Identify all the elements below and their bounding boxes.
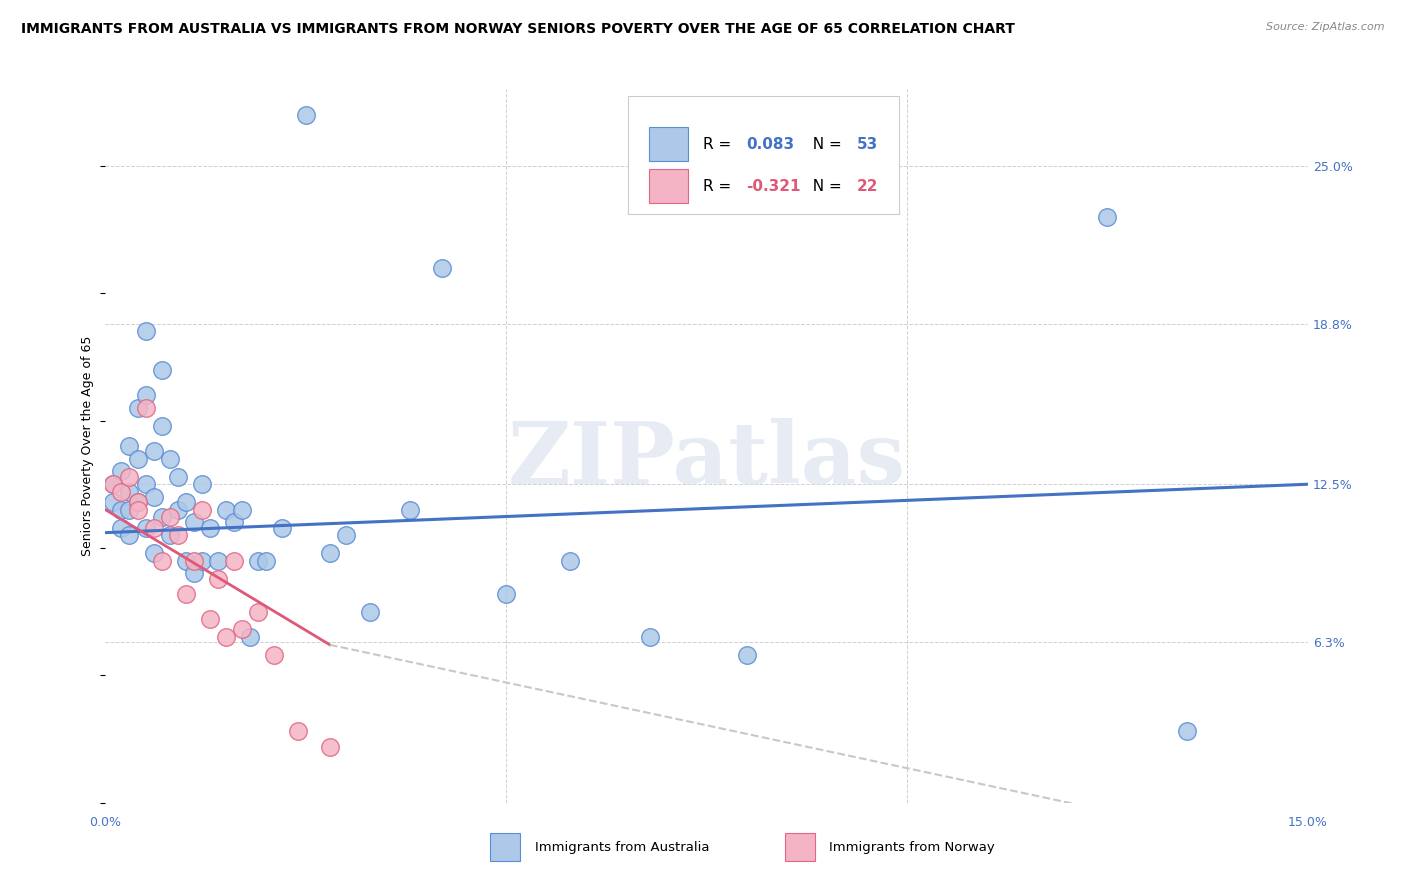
Point	[335, 528, 357, 542]
Point	[319, 739, 342, 754]
Text: Immigrants from Norway: Immigrants from Norway	[830, 840, 995, 854]
Point	[222, 554, 245, 568]
Point	[359, 605, 381, 619]
Point	[110, 502, 132, 516]
Point	[735, 648, 758, 662]
Point	[399, 502, 422, 516]
Point	[222, 516, 245, 530]
Point	[150, 510, 173, 524]
Text: N =: N =	[803, 178, 846, 194]
Point	[190, 502, 212, 516]
Point	[183, 516, 205, 530]
Point	[190, 554, 212, 568]
Point	[239, 630, 262, 644]
Point	[246, 605, 269, 619]
Point	[231, 623, 253, 637]
Point	[166, 469, 188, 483]
Point	[118, 528, 141, 542]
Point	[127, 401, 149, 415]
Point	[198, 612, 221, 626]
Point	[135, 324, 157, 338]
Text: R =: R =	[703, 178, 735, 194]
FancyBboxPatch shape	[785, 833, 814, 861]
Point	[127, 502, 149, 516]
Point	[246, 554, 269, 568]
Point	[166, 502, 188, 516]
Text: 0.083: 0.083	[747, 136, 794, 152]
Point	[135, 401, 157, 415]
Point	[1177, 724, 1199, 739]
Point	[190, 477, 212, 491]
FancyBboxPatch shape	[491, 833, 520, 861]
Text: R =: R =	[703, 136, 735, 152]
Point	[135, 520, 157, 534]
Point	[103, 477, 125, 491]
Point	[263, 648, 285, 662]
Point	[110, 520, 132, 534]
Point	[118, 484, 141, 499]
Point	[214, 630, 236, 644]
Point	[319, 546, 342, 560]
Point	[174, 587, 197, 601]
Point	[430, 260, 453, 275]
Point	[110, 465, 132, 479]
FancyBboxPatch shape	[648, 127, 689, 161]
Point	[118, 502, 141, 516]
Point	[150, 418, 173, 433]
Point	[174, 554, 197, 568]
Point	[118, 439, 141, 453]
Text: 22: 22	[856, 178, 879, 194]
Point	[214, 502, 236, 516]
Point	[103, 477, 125, 491]
Point	[560, 554, 582, 568]
Point	[183, 566, 205, 581]
Point	[166, 528, 188, 542]
FancyBboxPatch shape	[648, 169, 689, 203]
Point	[150, 554, 173, 568]
Point	[287, 724, 309, 739]
Text: Immigrants from Australia: Immigrants from Australia	[534, 840, 709, 854]
Point	[183, 554, 205, 568]
Text: -0.321: -0.321	[747, 178, 800, 194]
Point	[142, 546, 165, 560]
Point	[1097, 210, 1119, 224]
Point	[135, 477, 157, 491]
Point	[150, 362, 173, 376]
Point	[127, 451, 149, 466]
Text: IMMIGRANTS FROM AUSTRALIA VS IMMIGRANTS FROM NORWAY SENIORS POVERTY OVER THE AGE: IMMIGRANTS FROM AUSTRALIA VS IMMIGRANTS …	[21, 22, 1015, 37]
Text: ZIPatlas: ZIPatlas	[508, 418, 905, 502]
FancyBboxPatch shape	[628, 96, 898, 214]
Point	[231, 502, 253, 516]
Y-axis label: Seniors Poverty Over the Age of 65: Seniors Poverty Over the Age of 65	[80, 335, 94, 557]
Point	[640, 630, 662, 644]
Point	[270, 520, 292, 534]
Point	[254, 554, 277, 568]
Point	[207, 572, 229, 586]
Point	[207, 554, 229, 568]
Point	[142, 444, 165, 458]
Point	[142, 520, 165, 534]
Point	[159, 528, 181, 542]
Point	[174, 495, 197, 509]
Text: 53: 53	[856, 136, 877, 152]
Point	[127, 495, 149, 509]
Point	[295, 108, 318, 122]
Point	[159, 451, 181, 466]
Point	[103, 495, 125, 509]
Point	[495, 587, 517, 601]
Text: Source: ZipAtlas.com: Source: ZipAtlas.com	[1267, 22, 1385, 32]
Point	[142, 490, 165, 504]
Point	[159, 510, 181, 524]
Point	[135, 388, 157, 402]
Text: N =: N =	[803, 136, 846, 152]
Point	[110, 484, 132, 499]
Point	[198, 520, 221, 534]
Point	[127, 495, 149, 509]
Point	[118, 469, 141, 483]
